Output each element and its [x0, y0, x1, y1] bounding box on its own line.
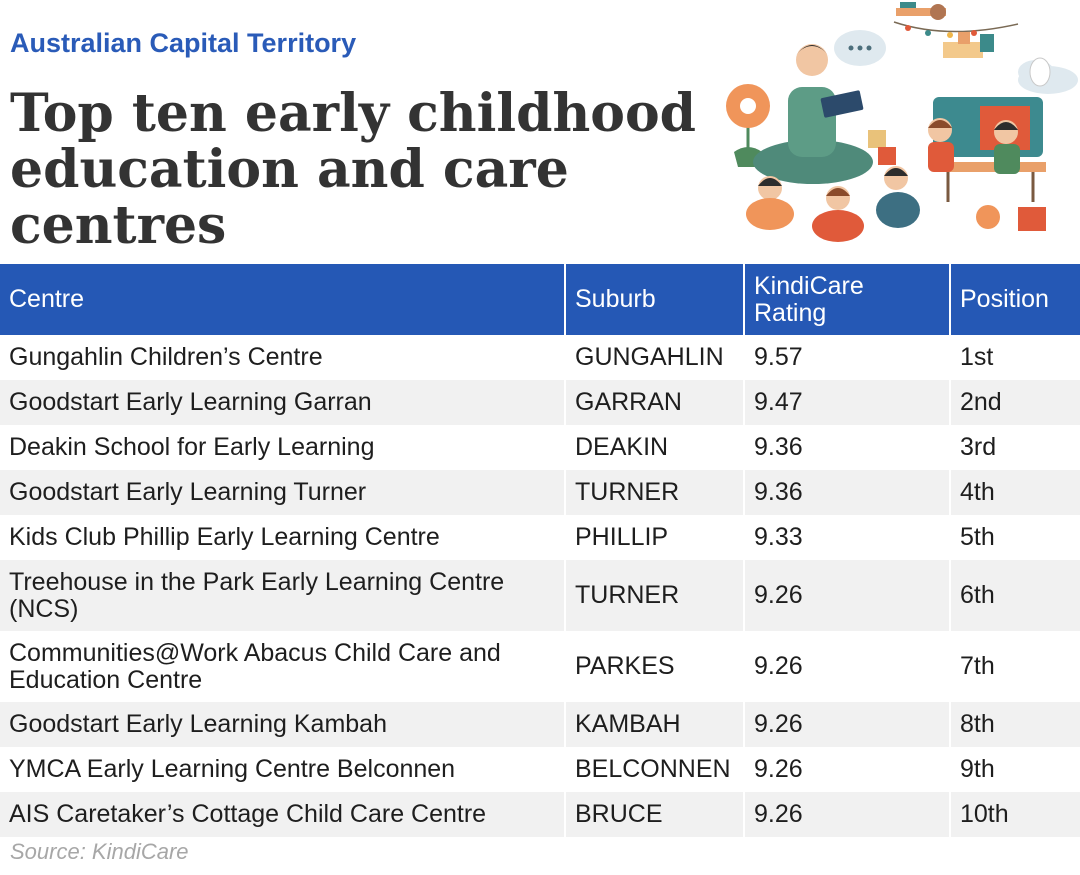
centre-cell: Communities@Work Abacus Child Care and E… [0, 631, 566, 702]
rating-cell: 9.47 [744, 380, 951, 425]
rating-cell: 9.57 [744, 335, 951, 380]
position-cell: 8th [950, 702, 1080, 747]
source-note: Source: KindiCare [10, 839, 189, 864]
centre-cell: Kids Club Phillip Early Learning Centre [0, 515, 566, 560]
table-row: Gungahlin Children’s Centre GUNGAHLIN 9.… [0, 335, 1080, 380]
rating-cell: 9.36 [744, 470, 951, 515]
centre-cell: YMCA Early Learning Centre Belconnen [0, 747, 566, 792]
column-header-position: Position [950, 264, 1080, 335]
suburb-cell: DEAKIN [565, 425, 745, 470]
centre-cell: AIS Caretaker’s Cottage Child Care Centr… [0, 792, 566, 837]
centre-cell: Goodstart Early Learning Kambah [0, 702, 566, 747]
position-cell: 2nd [950, 380, 1080, 425]
table-header-row: Centre Suburb KindiCare Rating Position [0, 264, 1080, 335]
suburb-cell: KAMBAH [565, 702, 745, 747]
suburb-cell: GARRAN [565, 380, 745, 425]
rankings-table: Centre Suburb KindiCare Rating Position … [0, 264, 1080, 837]
rating-cell: 9.26 [744, 560, 951, 631]
table-row: Deakin School for Early Learning DEAKIN … [0, 425, 1080, 470]
centre-cell: Goodstart Early Learning Turner [0, 470, 566, 515]
table-row: AIS Caretaker’s Cottage Child Care Centr… [0, 792, 1080, 837]
suburb-cell: GUNGAHLIN [565, 335, 745, 380]
suburb-cell: BELCONNEN [565, 747, 745, 792]
centre-cell: Deakin School for Early Learning [0, 425, 566, 470]
rating-cell: 9.33 [744, 515, 951, 560]
position-cell: 1st [950, 335, 1080, 380]
column-header-suburb: Suburb [565, 264, 745, 335]
position-cell: 7th [950, 631, 1080, 702]
suburb-cell: TURNER [565, 560, 745, 631]
rating-cell: 9.26 [744, 747, 951, 792]
region-heading: Australian Capital Territory [10, 28, 357, 58]
table-row: Treehouse in the Park Early Learning Cen… [0, 560, 1080, 631]
column-header-rating: KindiCare Rating [744, 264, 951, 335]
position-cell: 4th [950, 470, 1080, 515]
centre-cell: Treehouse in the Park Early Learning Cen… [0, 560, 566, 631]
rating-cell: 9.26 [744, 792, 951, 837]
suburb-cell: PHILLIP [565, 515, 745, 560]
rating-cell: 9.26 [744, 702, 951, 747]
teacher-reading-illustration [726, 2, 1078, 242]
position-cell: 3rd [950, 425, 1080, 470]
rating-cell: 9.36 [744, 425, 951, 470]
suburb-cell: BRUCE [565, 792, 745, 837]
table-row: YMCA Early Learning Centre Belconnen BEL… [0, 747, 1080, 792]
rating-cell: 9.26 [744, 631, 951, 702]
table-row: Goodstart Early Learning Turner TURNER 9… [0, 470, 1080, 515]
centre-cell: Goodstart Early Learning Garran [0, 380, 566, 425]
table-row: Kids Club Phillip Early Learning Centre … [0, 515, 1080, 560]
table-row: Communities@Work Abacus Child Care and E… [0, 631, 1080, 702]
page-title: Top ten early childhood education and ca… [10, 83, 697, 256]
table-row: Goodstart Early Learning Kambah KAMBAH 9… [0, 702, 1080, 747]
position-cell: 6th [950, 560, 1080, 631]
centre-cell: Gungahlin Children’s Centre [0, 335, 566, 380]
suburb-cell: TURNER [565, 470, 745, 515]
table-row: Goodstart Early Learning Garran GARRAN 9… [0, 380, 1080, 425]
suburb-cell: PARKES [565, 631, 745, 702]
position-cell: 5th [950, 515, 1080, 560]
position-cell: 10th [950, 792, 1080, 837]
position-cell: 9th [950, 747, 1080, 792]
column-header-centre: Centre [0, 264, 566, 335]
